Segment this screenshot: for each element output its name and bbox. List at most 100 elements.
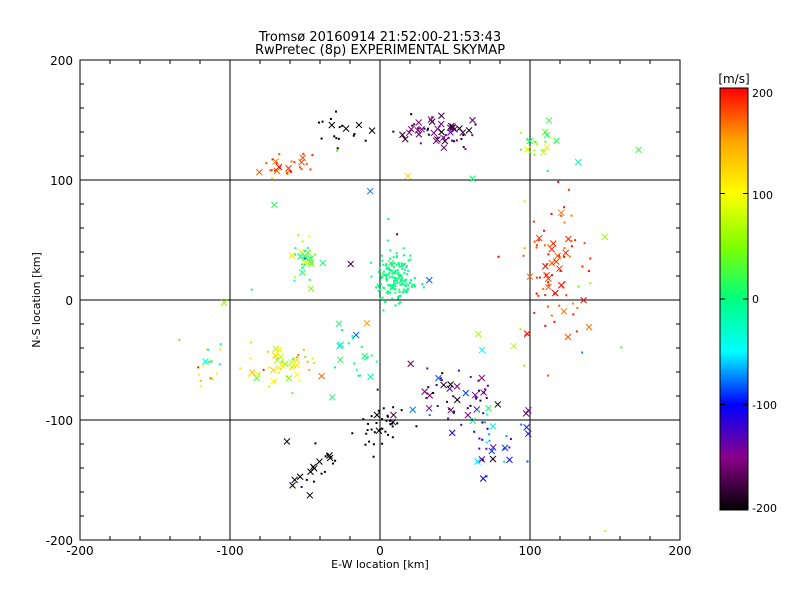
data-point-cross xyxy=(307,258,315,265)
data-point-cross xyxy=(307,260,315,268)
data-point-dot xyxy=(388,268,391,271)
data-point-cross xyxy=(453,383,461,390)
data-point-dot xyxy=(383,287,386,290)
data-point-dot xyxy=(302,271,305,274)
data-point-dot xyxy=(427,386,430,389)
data-point-cross xyxy=(366,187,374,195)
data-point-cross xyxy=(585,323,593,331)
data-point-cross xyxy=(448,429,456,437)
data-point-cross xyxy=(298,158,305,166)
data-point-dot xyxy=(269,169,272,172)
data-point-dot xyxy=(376,388,379,391)
data-point-cross xyxy=(474,330,482,338)
data-point-dot xyxy=(475,397,478,400)
data-point-cross xyxy=(489,423,497,430)
data-point-dot xyxy=(572,313,575,316)
data-point-dot xyxy=(308,278,311,281)
data-point-dot xyxy=(368,440,371,443)
data-point-cross xyxy=(306,491,314,499)
data-point-dot xyxy=(400,265,403,268)
colorbar-tick-label: 0 xyxy=(752,293,759,306)
colorbar-tick-label: 100 xyxy=(752,189,773,202)
data-point-dot xyxy=(400,274,403,277)
data-point-dot xyxy=(563,255,566,258)
data-point-dot xyxy=(326,452,329,455)
data-point-dot xyxy=(397,297,400,300)
data-point-dot xyxy=(587,270,590,273)
data-point-dot xyxy=(335,149,338,152)
data-point-cross xyxy=(202,358,209,365)
y-axis-label: N-S location [km] xyxy=(30,252,43,348)
data-point-dot xyxy=(560,214,563,217)
data-point-dot xyxy=(390,269,393,272)
data-point-dot xyxy=(427,133,430,136)
data-point-cross xyxy=(293,356,300,364)
data-point-dot xyxy=(483,388,486,391)
data-point-cross xyxy=(469,175,476,183)
data-point-dot xyxy=(393,271,396,274)
data-point-dot xyxy=(485,447,488,450)
data-point-dot xyxy=(389,284,392,287)
data-point-cross xyxy=(373,411,381,419)
data-point-dot xyxy=(473,430,476,433)
data-point-dot xyxy=(485,441,488,444)
data-point-dot xyxy=(385,275,388,278)
data-point-dot xyxy=(397,272,400,275)
data-point-dot xyxy=(399,275,402,278)
data-point-dot xyxy=(559,270,562,273)
data-point-dot xyxy=(546,305,549,308)
data-point-dot xyxy=(394,270,397,273)
data-point-dot xyxy=(385,279,388,282)
data-point-dot xyxy=(535,246,538,249)
data-point-dot xyxy=(403,284,406,287)
data-point-dot xyxy=(267,385,270,388)
data-point-dot xyxy=(410,285,413,288)
data-point-dot xyxy=(395,256,398,259)
data-point-dot xyxy=(570,245,573,248)
data-point-dot xyxy=(397,273,400,276)
data-point-dot xyxy=(305,478,308,481)
data-point-cross xyxy=(556,265,563,273)
data-point-cross xyxy=(404,172,412,180)
data-point-dot xyxy=(293,276,296,279)
data-point-dot xyxy=(519,131,522,134)
data-point-dot xyxy=(391,425,394,428)
data-point-dot xyxy=(388,276,391,279)
data-point-dot xyxy=(576,306,579,309)
data-point-cross xyxy=(541,128,549,136)
data-point-dot xyxy=(383,274,386,277)
data-point-dot xyxy=(397,262,400,265)
data-point-dot xyxy=(208,360,211,363)
data-point-cross xyxy=(293,371,301,378)
data-point-cross xyxy=(548,259,556,267)
data-point-dot xyxy=(357,374,360,377)
data-point-cross xyxy=(248,369,256,376)
data-point-dot xyxy=(373,431,376,434)
data-point-dot xyxy=(404,289,407,292)
data-point-cross xyxy=(447,381,454,388)
data-point-dot xyxy=(290,160,293,163)
data-point-dot xyxy=(533,240,536,243)
data-point-dot xyxy=(364,358,367,361)
data-point-dot xyxy=(575,330,578,333)
data-point-dot xyxy=(486,384,489,387)
data-point-dot xyxy=(267,350,270,353)
data-point-cross xyxy=(549,240,557,247)
data-point-dot xyxy=(416,127,419,130)
data-point-dot xyxy=(386,290,389,293)
data-point-dot xyxy=(451,139,454,142)
data-point-dot xyxy=(379,297,382,300)
data-point-dot xyxy=(402,291,405,294)
data-point-dot xyxy=(304,355,307,358)
data-point-dot xyxy=(557,180,560,183)
data-point-dot xyxy=(405,282,408,285)
data-point-dot xyxy=(210,360,213,363)
data-point-dot xyxy=(314,442,317,445)
data-point-dot xyxy=(392,130,395,133)
data-point-cross xyxy=(524,430,532,438)
data-point-dot xyxy=(541,149,544,152)
data-point-cross xyxy=(478,346,486,354)
grid-lines xyxy=(80,60,680,540)
data-point-dot xyxy=(355,368,358,371)
data-point-dot xyxy=(565,294,568,297)
